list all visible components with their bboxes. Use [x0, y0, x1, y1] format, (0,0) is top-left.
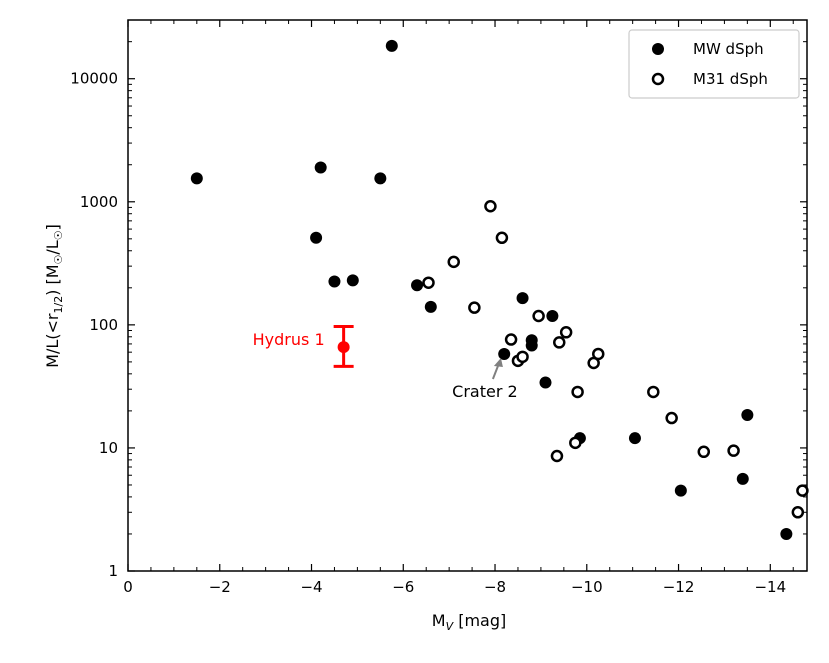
- mw-dsph-point: [190, 172, 203, 185]
- x-axis-label-unit: [mag]: [453, 611, 506, 630]
- mw-dsph-point: [736, 472, 749, 485]
- crater-annotation: [491, 357, 503, 380]
- m31-dsph-point: [553, 336, 566, 349]
- x-tick-label: −2: [209, 578, 231, 596]
- m31-dsph-point: [532, 309, 545, 323]
- mw-dsph-point: [741, 409, 754, 422]
- x-axis-label: MV [mag]: [432, 611, 506, 633]
- m31-dsph-point: [550, 449, 564, 463]
- y-axis-label-text: M/L(<r: [43, 313, 62, 368]
- mw-dsph-point: [314, 161, 327, 174]
- x-tick-label: −6: [392, 578, 414, 596]
- hydrus-label: Hydrus 1: [253, 330, 325, 349]
- mw-dsph-point: [674, 484, 687, 497]
- y-axis-label-slash: /L: [43, 240, 62, 254]
- m31-dsph-point: [516, 350, 529, 364]
- mw-dsph-point: [374, 172, 387, 185]
- mw-dsph-point: [424, 300, 437, 313]
- y-tick-labels: 1 10 100 1000 10000: [70, 70, 118, 580]
- m31-dsph-point: [791, 506, 805, 519]
- legend-marker-mw: [652, 43, 664, 55]
- m31-dsph-point: [727, 444, 740, 457]
- y-tick-label: 1000: [80, 193, 118, 211]
- mw-dsph-point: [310, 231, 323, 244]
- y-tick-label: 1: [108, 562, 118, 580]
- m31-dsph-point: [647, 385, 660, 399]
- hydrus-highlight: [333, 324, 354, 368]
- m31-dsph-point: [592, 347, 605, 361]
- x-tick-label: −8: [484, 578, 506, 596]
- y-tick-label: 10: [99, 439, 118, 457]
- m31-dsph-point: [447, 255, 460, 269]
- mw-dsph-point: [780, 527, 793, 540]
- crater-arrow-head: [493, 357, 503, 367]
- mw-dsph-point: [498, 347, 511, 360]
- data-points: [190, 39, 809, 540]
- x-tick-labels: 0 −2 −4 −6 −8 −10 −12 −14: [123, 578, 786, 596]
- m31-dsph-point: [697, 445, 711, 459]
- hydrus-point: [337, 341, 350, 354]
- m31-dsph-point: [504, 333, 518, 346]
- mw-dsph-point: [628, 432, 641, 445]
- m31-dsph-point: [422, 276, 435, 289]
- x-axis-label-sub: V: [446, 620, 455, 633]
- m31-dsph-point: [569, 436, 582, 450]
- y-axis-label-close: ]: [43, 224, 62, 230]
- crater-label: Crater 2: [452, 382, 518, 401]
- m31-dsph-point: [484, 199, 497, 213]
- m31-dsph-point: [559, 326, 573, 339]
- legend-marker-m31: [651, 72, 665, 86]
- y-tick-label: 100: [89, 316, 118, 334]
- mw-dsph-point: [539, 376, 552, 389]
- y-tick-label: 10000: [70, 70, 118, 88]
- x-tick-label: −14: [754, 578, 786, 596]
- legend-label-mw: MW dSph: [693, 40, 764, 58]
- mw-dsph-point: [546, 310, 559, 323]
- plot-frame: [127, 19, 808, 572]
- x-tick-label: 0: [123, 578, 133, 596]
- m31-dsph-point: [665, 411, 678, 425]
- m31-dsph-point: [796, 484, 809, 497]
- x-tick-label: −4: [300, 578, 322, 596]
- tick-marks: [127, 19, 807, 572]
- m31-dsph-point: [495, 231, 509, 245]
- x-axis-label-main: M: [432, 611, 446, 630]
- mw-dsph-point: [328, 275, 341, 288]
- y-axis-label-sun2: ☉: [52, 230, 65, 240]
- mw-dsph-point: [411, 279, 424, 292]
- legend: MW dSph M31 dSph: [628, 29, 800, 99]
- m31-dsph-point: [571, 385, 584, 399]
- mw-dsph-point: [525, 339, 538, 352]
- mw-dsph-point: [385, 39, 398, 52]
- y-axis-label: M/L(<r1/2) [M☉/L☉]: [43, 224, 65, 368]
- y-axis-label-sub: 1/2: [52, 296, 65, 314]
- m31-dsph-point: [468, 301, 481, 314]
- y-axis-label-sun: ☉: [52, 255, 65, 265]
- x-tick-label: −10: [571, 578, 603, 596]
- mw-dsph-point: [346, 274, 359, 287]
- mw-dsph-point: [516, 292, 529, 305]
- legend-box: [628, 29, 800, 99]
- legend-label-m31: M31 dSph: [693, 70, 768, 88]
- y-axis-label-rest: ) [M: [43, 264, 62, 295]
- x-tick-label: −12: [663, 578, 695, 596]
